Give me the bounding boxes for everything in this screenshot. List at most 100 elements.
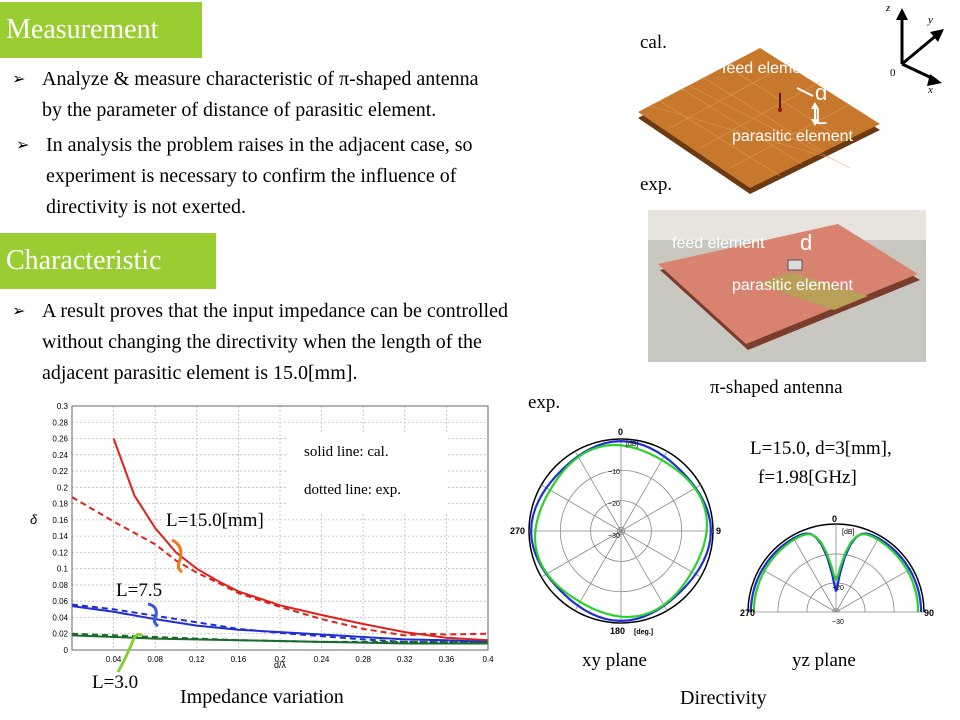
polar-series bbox=[749, 532, 923, 613]
plot-frame bbox=[71, 405, 489, 651]
x-tick-label: 0.24 bbox=[314, 655, 330, 664]
cal-feed-label: feed element bbox=[722, 60, 815, 77]
params-line-2: f=1.98[GHz] bbox=[758, 467, 857, 488]
x-tick-label: 0.16 bbox=[231, 655, 247, 664]
axis-origin-label: 0 bbox=[890, 67, 896, 79]
annotation-pointers bbox=[116, 538, 183, 673]
cal-label: cal. bbox=[640, 32, 667, 53]
y-tick-label: 0.22 bbox=[52, 467, 68, 476]
bullet-arrow-icon: ➢ bbox=[16, 137, 30, 154]
exp-antenna-photo bbox=[648, 210, 926, 362]
y-tick-label: 0.02 bbox=[52, 630, 68, 639]
polar-spoke bbox=[574, 451, 622, 532]
x-tick-label: 0.08 bbox=[147, 655, 163, 664]
yz-plane-caption: yz plane bbox=[792, 650, 856, 671]
y-tick-label: 0.26 bbox=[52, 435, 68, 444]
y-tick-label: 0.24 bbox=[52, 451, 68, 460]
xy-angle-180: 180 bbox=[610, 626, 625, 636]
chart-ticks: 0.04 0.08 0.12 0.16 0.2 0.24 0.28 0.32 0.36 0.4 0 0… bbox=[52, 402, 494, 664]
cal-antenna-model bbox=[638, 48, 880, 194]
yz-tick-20: −20 bbox=[832, 585, 844, 592]
legend-box: solid line: cal. dotted line: exp. bbox=[288, 434, 448, 514]
polar-spoke bbox=[574, 530, 622, 611]
exp-d-label: d bbox=[800, 230, 813, 255]
yz-tick-30: −30 bbox=[832, 619, 844, 626]
xy-angle-90: 9 bbox=[716, 526, 721, 536]
impedance-chart: 0.04 0.08 0.12 0.16 0.2 0.24 0.28 0.32 0.36 0.4 0 0… bbox=[0, 396, 500, 720]
polar-grid bbox=[747, 523, 925, 613]
measurement-bullet-1: ➢ Analyze & measure characteristic of π-… bbox=[12, 64, 612, 128]
params-line-1: L=15.0, d=3[mm], bbox=[750, 438, 892, 459]
xy-plane-polar-plot: 0 [dB] 270 9 180 [deg.] −10 −20 −30 bbox=[510, 427, 721, 636]
polar-grid bbox=[528, 438, 714, 624]
x-tick-label: 0.12 bbox=[189, 655, 205, 664]
x-tick-label: 0.2 bbox=[274, 655, 286, 664]
yz-plane-polar-plot: 0 [dB] 270 90 −20 −30 bbox=[740, 514, 934, 626]
directivity-exp-label: exp. bbox=[528, 392, 561, 413]
y-tick-label: 0.04 bbox=[52, 613, 68, 622]
xy-angle-unit: [deg.] bbox=[634, 629, 653, 636]
yz-angle-0: 0 bbox=[832, 514, 837, 524]
xy-angle-270: 270 bbox=[510, 526, 525, 536]
polar-spoke bbox=[620, 484, 701, 532]
y-tick-label: 0.1 bbox=[57, 565, 69, 574]
coordinate-axes-icon bbox=[896, 8, 944, 86]
xy-tick-10: −10 bbox=[608, 469, 620, 476]
legend-solid-note: solid line: cal. bbox=[304, 444, 389, 460]
y-tick-label: 0.06 bbox=[52, 597, 68, 606]
polar-spoke bbox=[835, 567, 913, 613]
annotation-L15: L=15.0[mm] bbox=[166, 510, 264, 531]
y-tick-label: 0.14 bbox=[52, 532, 68, 541]
x-axis-label: d/λ bbox=[274, 660, 287, 670]
polar-spoke bbox=[541, 484, 622, 532]
polar-spoke bbox=[620, 451, 668, 532]
annotation-L3: L=3.0 bbox=[92, 672, 139, 693]
y-tick-label: 0.16 bbox=[52, 516, 68, 525]
x-tick-label: 0.32 bbox=[397, 655, 413, 664]
y-tick-label: 0.28 bbox=[52, 418, 68, 427]
polar-spoke bbox=[620, 530, 701, 578]
characteristic-heading: Characteristic bbox=[0, 233, 216, 289]
measurement-bullet-2: ➢ In analysis the problem raises in the … bbox=[16, 130, 616, 226]
axis-z-label: z bbox=[886, 2, 891, 14]
y-tick-label: 0.18 bbox=[52, 500, 68, 509]
axis-y-label: y bbox=[928, 14, 933, 26]
exp-label: exp. bbox=[640, 174, 673, 195]
polar-curves bbox=[749, 532, 923, 613]
y-axis-label: δ bbox=[30, 512, 38, 527]
series-line bbox=[112, 438, 489, 642]
xy-tick-20: −20 bbox=[608, 501, 620, 508]
series-line bbox=[71, 605, 489, 643]
polar-spoke bbox=[835, 535, 881, 613]
y-tick-label: 0.12 bbox=[52, 548, 68, 557]
measurement-heading: Measurement bbox=[0, 2, 202, 58]
cal-d-label: d bbox=[815, 80, 828, 105]
annotation-L7-5: L=7.5 bbox=[116, 580, 163, 601]
xy-plane-caption: xy plane bbox=[582, 650, 647, 671]
axis-x-label: x bbox=[928, 84, 933, 96]
series-line bbox=[71, 634, 488, 645]
y-tick-label: 0.08 bbox=[52, 581, 68, 590]
bullet-arrow-icon: ➢ bbox=[12, 303, 26, 320]
cal-d-arrow-icon bbox=[796, 87, 819, 126]
polar-series bbox=[533, 443, 709, 619]
y-tick-label: 0.2 bbox=[57, 483, 69, 492]
yz-unit: [dB] bbox=[842, 529, 855, 536]
x-tick-label: 0.28 bbox=[355, 655, 371, 664]
cal-parasitic-label: parasitic element bbox=[732, 128, 853, 145]
polar-spoke bbox=[620, 530, 668, 611]
characteristic-bullet-1: ➢ A result proves that the input impedan… bbox=[12, 296, 622, 392]
cal-L-label: L bbox=[815, 104, 828, 129]
xy-tick-30: −30 bbox=[608, 533, 620, 540]
xy-unit: [dB] bbox=[626, 441, 639, 448]
polar-spoke bbox=[759, 567, 837, 613]
yz-angle-90: 90 bbox=[924, 608, 934, 618]
directivity-caption: Directivity bbox=[680, 687, 767, 709]
polar-spoke bbox=[791, 535, 837, 613]
chart-title: Impedance variation bbox=[180, 686, 344, 708]
bullet-arrow-icon: ➢ bbox=[12, 71, 26, 88]
y-tick-label: 0 bbox=[64, 646, 69, 655]
series-line bbox=[71, 496, 489, 637]
legend-dotted-note: dotted line: exp. bbox=[304, 482, 402, 498]
exp-feed-label: feed element bbox=[672, 235, 765, 252]
